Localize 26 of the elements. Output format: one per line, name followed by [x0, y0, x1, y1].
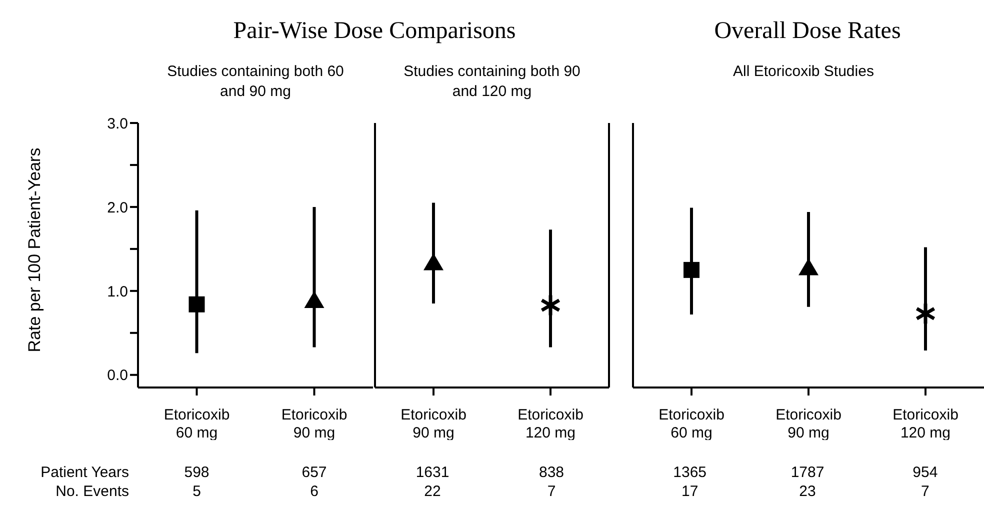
chart-subtitle: Studies containing both 90 and 120 mg: [402, 62, 582, 102]
y-axis-title: Rate per 100 Patient-Years: [24, 146, 45, 354]
y-tick-label: 2.0: [107, 199, 128, 216]
text: No. Events: [54, 483, 129, 500]
text: 598: [183, 464, 210, 481]
y-tick-label: 3.0: [107, 115, 128, 132]
text: 1787: [790, 464, 826, 481]
chart-subtitle: Studies containing both 60 and 90 mg: [166, 62, 345, 102]
text: 838: [538, 464, 566, 481]
text: 17: [680, 483, 700, 500]
text: 23: [798, 483, 817, 500]
text: 1631: [414, 464, 450, 481]
y-tick-label: 1.0: [107, 283, 128, 300]
text: 657: [300, 464, 328, 481]
chart-subtitle: All Etoricoxib Studies: [732, 62, 875, 82]
y-tick-label: 0.0: [107, 367, 128, 384]
text: Patient Years: [40, 464, 129, 481]
text: 22: [423, 483, 442, 500]
chart-title: Overall Dose Rates: [713, 18, 902, 45]
chart-title: Pair-Wise Dose Comparisons: [232, 18, 517, 45]
text: 6: [309, 483, 320, 500]
text: 7: [920, 483, 930, 500]
text: 954: [912, 464, 939, 481]
text: 7: [546, 483, 557, 500]
text: 5: [192, 483, 202, 500]
text: 1365: [672, 464, 708, 481]
